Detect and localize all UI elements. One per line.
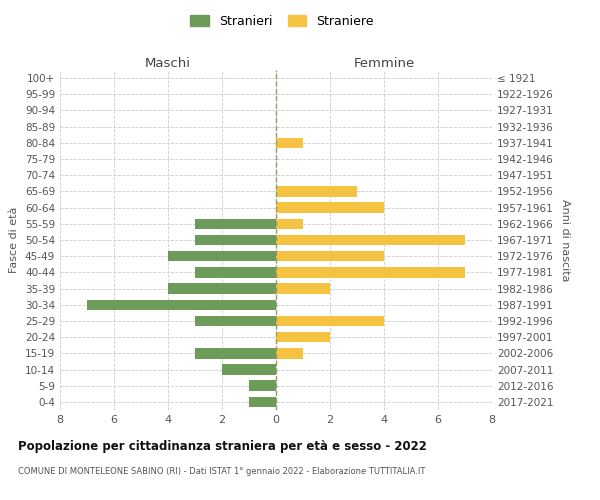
Bar [276,348,303,358]
Bar [276,332,330,342]
Bar [195,234,276,246]
Bar [276,316,384,326]
Text: COMUNE DI MONTELEONE SABINO (RI) - Dati ISTAT 1° gennaio 2022 - Elaborazione TUT: COMUNE DI MONTELEONE SABINO (RI) - Dati … [18,468,425,476]
Legend: Stranieri, Straniere: Stranieri, Straniere [187,11,377,32]
Text: Maschi: Maschi [145,57,191,70]
Bar [276,218,303,229]
Bar [195,316,276,326]
Bar [195,218,276,229]
Bar [195,348,276,358]
Bar [249,396,276,407]
Bar [276,267,465,278]
Y-axis label: Fasce di età: Fasce di età [10,207,19,273]
Bar [276,284,330,294]
Bar [276,186,357,196]
Bar [276,234,465,246]
Bar [195,267,276,278]
Bar [168,284,276,294]
Bar [249,380,276,391]
Bar [87,300,276,310]
Y-axis label: Anni di nascita: Anni di nascita [560,198,570,281]
Bar [168,251,276,262]
Bar [276,138,303,148]
Text: Popolazione per cittadinanza straniera per età e sesso - 2022: Popolazione per cittadinanza straniera p… [18,440,427,453]
Bar [276,202,384,213]
Bar [276,251,384,262]
Bar [222,364,276,375]
Text: Femmine: Femmine [353,57,415,70]
